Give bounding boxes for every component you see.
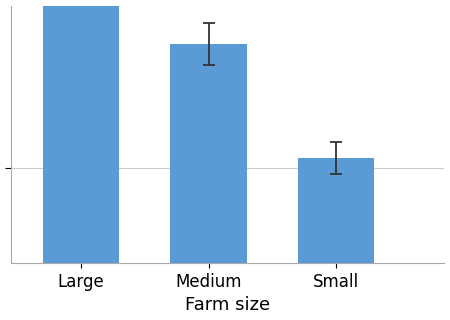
Bar (43, 0, 119, 263)
X-axis label: Farm size: Farm size (185, 296, 270, 315)
Bar (171, 44, 247, 263)
Bar (298, 158, 374, 263)
